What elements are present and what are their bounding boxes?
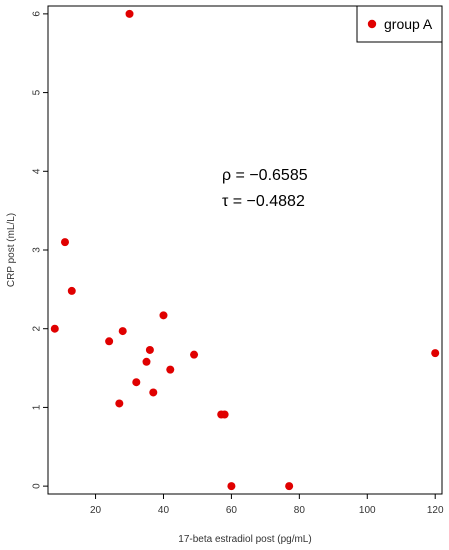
y-tick-label: 5 (32, 89, 43, 95)
x-tick-label: 20 (90, 505, 102, 516)
data-point (149, 388, 158, 397)
data-point (125, 9, 134, 18)
data-point (142, 357, 151, 366)
y-tick-label: 1 (32, 404, 43, 410)
y-tick-label: 2 (32, 325, 43, 331)
legend: group A (356, 5, 443, 43)
y-tick-label: 4 (32, 168, 43, 174)
legend-label: group A (384, 16, 433, 32)
x-tick-label: 80 (294, 505, 306, 516)
x-axis: 20 40 60 80 100 120 (90, 494, 444, 516)
data-point (285, 482, 294, 491)
y-tick-label: 0 (32, 483, 43, 489)
x-tick-label: 100 (359, 505, 376, 516)
data-point (118, 327, 127, 336)
legend-marker (367, 19, 377, 29)
x-tick-label: 40 (158, 505, 170, 516)
data-point (145, 345, 154, 354)
y-tick-label: 3 (32, 247, 43, 253)
data-point (115, 399, 124, 408)
x-tick-label: 60 (226, 505, 238, 516)
y-axis: 0 1 2 3 4 5 6 (32, 11, 48, 489)
data-point (166, 365, 175, 374)
data-point (105, 337, 114, 346)
data-point (227, 482, 236, 491)
rho-annotation: ρ = −0.6585 (222, 167, 308, 184)
y-axis-title: CRP post (mL/L) (6, 213, 17, 287)
data-point (67, 286, 76, 295)
tau-annotation: τ = −0.4882 (222, 193, 305, 210)
data-point (431, 349, 440, 358)
data-point (60, 238, 69, 247)
data-point (159, 311, 168, 320)
x-axis-title: 17-beta estradiol post (pg/mL) (178, 534, 311, 545)
x-tick-label: 120 (427, 505, 444, 516)
data-points (50, 9, 440, 491)
data-point (50, 324, 59, 333)
data-point (132, 378, 141, 387)
data-point (190, 350, 199, 359)
y-tick-label: 6 (32, 11, 43, 17)
data-point (220, 410, 229, 419)
plot-frame (47, 5, 443, 495)
